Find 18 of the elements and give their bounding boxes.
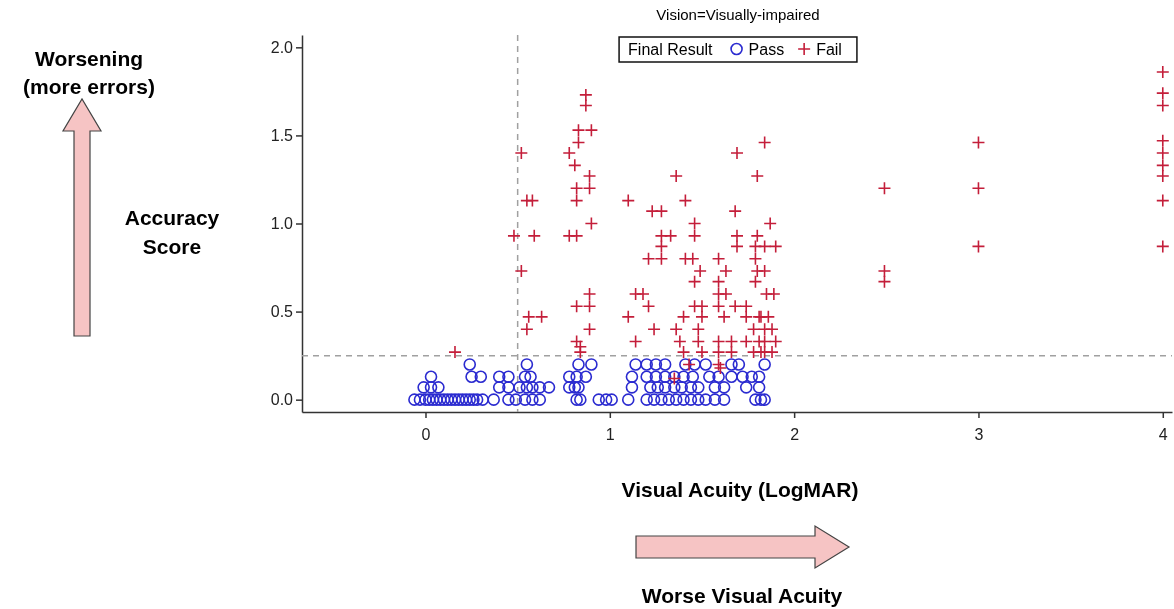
x-tick-label: 0 <box>421 426 431 444</box>
x-tick-label: 4 <box>1158 426 1168 444</box>
legend-label: Fail <box>816 41 842 58</box>
text: Worsening (more errors) <box>23 47 155 99</box>
y-tick-label: 2.0 <box>270 38 294 56</box>
y-tick-label: 0.0 <box>270 391 294 409</box>
y-axis-title: Accuracy Score <box>124 206 220 259</box>
legend-title: Final Result <box>628 41 714 58</box>
chart-title: Vision=Visually-impaired <box>656 6 820 23</box>
x-tick-label: 1 <box>605 426 615 444</box>
x-axis-title: Visual Acuity (LogMAR) <box>621 478 859 501</box>
x-tick-label: 2 <box>790 426 800 444</box>
y-tick-label: 1.0 <box>270 215 294 233</box>
y-tick-label: 1.5 <box>270 127 294 145</box>
legend-label: Pass <box>748 41 785 58</box>
y-tick-label: 0.5 <box>270 303 294 321</box>
text: Worse Visual Acuity <box>641 584 843 607</box>
x-tick-label: 3 <box>974 426 984 444</box>
